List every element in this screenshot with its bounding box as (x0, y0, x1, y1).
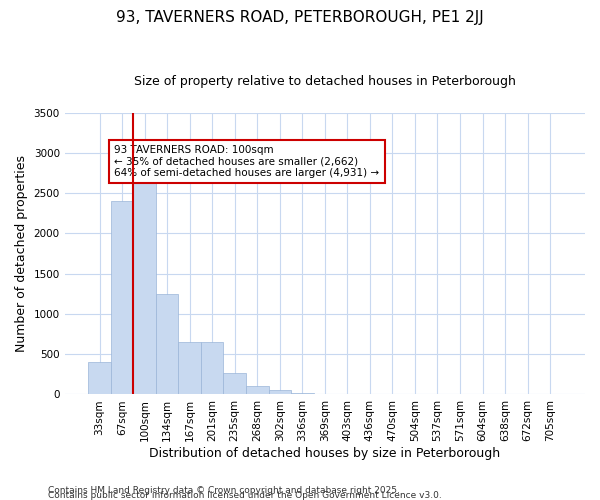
Bar (246, 386, 269, 394)
Text: 93 TAVERNERS ROAD: 100sqm
← 35% of detached houses are smaller (2,662)
64% of se: 93 TAVERNERS ROAD: 100sqm ← 35% of detac… (114, 145, 379, 178)
Title: Size of property relative to detached houses in Peterborough: Size of property relative to detached ho… (134, 75, 516, 88)
Bar (88, 362, 111, 394)
X-axis label: Distribution of detached houses by size in Peterborough: Distribution of detached houses by size … (149, 447, 500, 460)
Bar (156, 294, 178, 394)
Bar (291, 393, 314, 394)
Bar (133, 181, 156, 394)
Bar (178, 342, 201, 394)
Bar (201, 342, 223, 394)
Bar (223, 372, 246, 394)
Bar (269, 390, 291, 394)
Bar (111, 202, 133, 394)
Y-axis label: Number of detached properties: Number of detached properties (15, 155, 28, 352)
Text: Contains public sector information licensed under the Open Government Licence v3: Contains public sector information licen… (48, 491, 442, 500)
Text: 93, TAVERNERS ROAD, PETERBOROUGH, PE1 2JJ: 93, TAVERNERS ROAD, PETERBOROUGH, PE1 2J… (116, 10, 484, 25)
Text: Contains HM Land Registry data © Crown copyright and database right 2025.: Contains HM Land Registry data © Crown c… (48, 486, 400, 495)
